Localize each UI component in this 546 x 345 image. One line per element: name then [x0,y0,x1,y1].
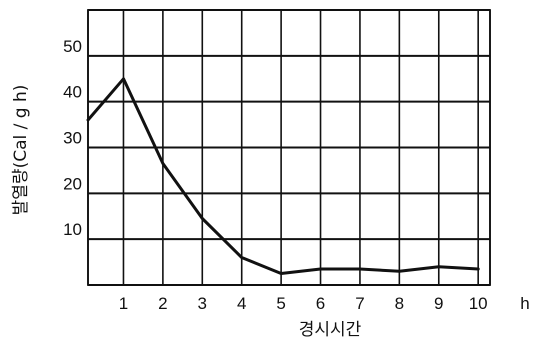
x-tick-label: 5 [276,294,285,313]
series-line [86,77,480,275]
x-tick-label: 3 [198,294,207,313]
x-tick-label: 4 [237,294,246,313]
horizontal-gridlines [88,9,490,286]
x-tick-label: 8 [395,294,404,313]
y-tick-label: 10 [63,220,82,239]
x-axis-label: 경시시간 [299,320,362,340]
y-axis-label: 발열량(Cal / g h) [11,85,31,216]
x-tick-label: 9 [434,294,443,313]
y-tick-label: 50 [63,37,82,56]
x-tick-label: 10 [469,294,488,313]
plot-frame [87,9,491,286]
y-tick-labels: 10 20 30 40 50 [63,37,82,239]
y-tick-label: 40 [63,83,82,102]
x-tick-label: 6 [316,294,325,313]
x-tick-label: 2 [158,294,167,313]
x-tick-label: 7 [355,294,364,313]
y-tick-label: 20 [63,174,82,193]
data-series [86,77,480,275]
y-tick-label: 30 [63,129,82,148]
x-tick-label: 1 [119,294,128,313]
x-tick-labels: 1 2 3 4 5 6 7 8 9 10 [119,294,488,313]
x-unit-label: h [520,294,529,313]
